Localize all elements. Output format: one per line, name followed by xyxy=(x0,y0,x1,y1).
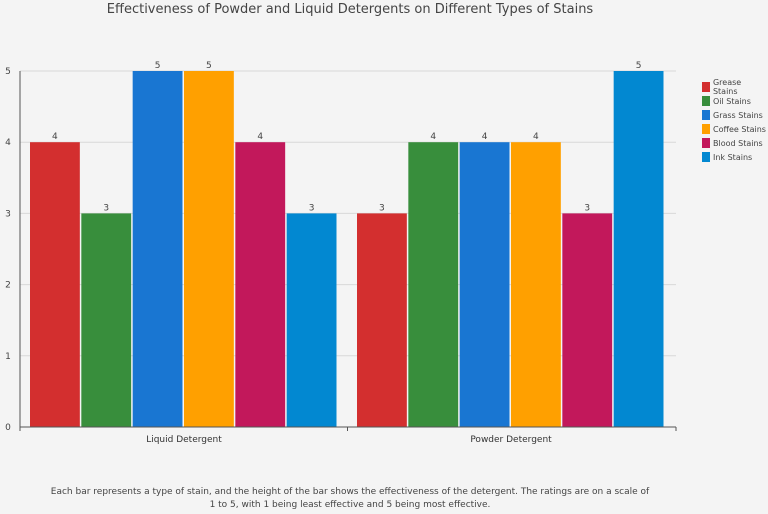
legend-swatch xyxy=(702,138,710,148)
y-tick-label: 5 xyxy=(5,67,11,77)
legend-label: Ink Stains xyxy=(713,152,753,162)
data-label: 3 xyxy=(103,203,109,213)
axes: 0 1 2 3 4 5 Liquid Detergent Powder Detergent xyxy=(5,67,677,445)
legend-label: Grease Stains xyxy=(712,78,742,96)
data-label: 4 xyxy=(430,132,436,142)
bar xyxy=(286,213,337,427)
data-label: 4 xyxy=(257,132,263,142)
x-tick-label: Liquid Detergent xyxy=(146,435,222,445)
legend-item: Grease Stains xyxy=(702,78,768,96)
legend-label: Grass Stains xyxy=(713,110,763,120)
bar xyxy=(235,142,286,427)
chart-title: Effectiveness of Powder and Liquid Deter… xyxy=(106,2,594,17)
y-tick-label: 0 xyxy=(5,423,11,433)
legend-item: Ink Stains xyxy=(702,150,768,164)
bar xyxy=(511,142,561,427)
x-tick-label: Powder Detergent xyxy=(470,435,552,445)
legend-swatch xyxy=(702,110,710,120)
legend-swatch xyxy=(702,82,710,92)
data-label: 5 xyxy=(206,61,212,71)
y-tick-label: 1 xyxy=(5,352,11,362)
legend-label: Coffee Stains xyxy=(713,124,766,134)
bar xyxy=(81,213,132,427)
legend-item: Blood Stains xyxy=(702,136,768,150)
bar xyxy=(562,213,613,427)
bar xyxy=(30,142,80,427)
bar xyxy=(132,71,183,427)
legend-swatch xyxy=(702,96,710,106)
data-label: 4 xyxy=(482,132,488,142)
data-label: 5 xyxy=(155,61,161,71)
legend-item: Coffee Stains xyxy=(702,122,768,136)
data-label: 3 xyxy=(309,203,315,213)
chart-caption: Each bar represents a type of stain, and… xyxy=(50,487,650,510)
data-label: 4 xyxy=(533,132,539,142)
bar xyxy=(184,71,234,427)
bar xyxy=(357,213,407,427)
legend-swatch xyxy=(702,124,710,134)
legend-label: Oil Stains xyxy=(713,96,751,106)
bar xyxy=(613,71,664,427)
legend-item: Oil Stains xyxy=(702,94,768,108)
data-label: 3 xyxy=(584,203,590,213)
y-tick-label: 4 xyxy=(5,138,11,148)
y-tick-label: 3 xyxy=(5,209,11,219)
data-label: 5 xyxy=(636,61,642,71)
bar xyxy=(459,142,510,427)
legend: Grease Stains Oil Stains Grass Stains Coffe… xyxy=(702,78,768,164)
bar xyxy=(408,142,459,427)
legend-item: Grass Stains xyxy=(702,108,768,122)
data-label: 4 xyxy=(52,132,58,142)
data-label: 3 xyxy=(379,203,385,213)
legend-swatch xyxy=(702,152,710,162)
bars xyxy=(30,71,664,427)
y-tick-label: 2 xyxy=(5,281,11,291)
data-labels: 4 3 5 5 4 3 3 4 4 4 3 5 xyxy=(52,61,641,213)
legend-label: Blood Stains xyxy=(713,138,763,148)
